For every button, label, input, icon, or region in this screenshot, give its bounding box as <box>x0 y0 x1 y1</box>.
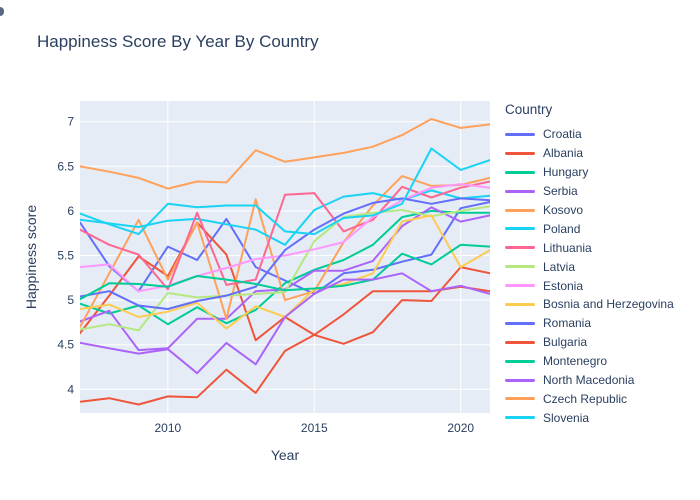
legend-swatch <box>505 321 535 325</box>
legend-label: Czech Republic <box>543 391 628 406</box>
y-tick-label: 6 <box>67 204 74 218</box>
legend-item-romania[interactable]: Romania <box>497 314 693 333</box>
x-tick-label: 2020 <box>447 421 474 435</box>
legend-swatch <box>505 189 535 193</box>
legend-item-poland[interactable]: Poland <box>497 219 693 238</box>
legend-swatch <box>505 246 535 250</box>
series-group <box>80 118 490 406</box>
x-tick-label: 2015 <box>301 421 328 435</box>
legend-label: Albania <box>543 146 584 161</box>
y-tick-label: 5 <box>67 293 74 307</box>
legend-label: Romania <box>543 316 592 331</box>
legend-item-serbia[interactable]: Serbia <box>497 182 693 201</box>
legend-swatch <box>505 359 535 363</box>
legend-title: Country <box>505 102 553 117</box>
legend-item-slovenia[interactable]: Slovenia <box>497 408 693 423</box>
legend-label: Lithuania <box>543 240 592 255</box>
legend-item-hungary[interactable]: Hungary <box>497 163 693 182</box>
series-line-romania[interactable] <box>80 197 490 310</box>
legend-item-lithuania[interactable]: Lithuania <box>497 238 693 257</box>
legend-swatch <box>505 227 535 231</box>
y-tick-label: 6.5 <box>57 159 74 173</box>
legend-swatch <box>505 132 535 136</box>
legend-label: Hungary <box>543 165 589 180</box>
series-line-czech-republic[interactable] <box>80 118 490 190</box>
legend-item-albania[interactable]: Albania <box>497 144 693 163</box>
legend-item-bulgaria[interactable]: Bulgaria <box>497 333 693 352</box>
legend-swatch <box>505 265 535 269</box>
legend-item-kosovo[interactable]: Kosovo <box>497 201 693 220</box>
series-line-latvia[interactable] <box>80 205 490 332</box>
legend-swatch <box>505 208 535 212</box>
legend-label: Estonia <box>543 278 584 293</box>
legend-swatch <box>505 340 535 344</box>
legend-swatch <box>505 302 535 306</box>
legend-item-montenegro[interactable]: Montenegro <box>497 352 693 371</box>
legend-swatch <box>505 416 535 420</box>
chart-title: Happiness Score By Year By Country <box>37 32 319 51</box>
legend-label: Bulgaria <box>543 335 588 350</box>
series-line-kosovo[interactable] <box>80 175 490 328</box>
legend-label: Serbia <box>543 184 578 199</box>
y-axis-title: Happiness score <box>23 204 39 310</box>
y-tick-label: 7 <box>67 115 74 129</box>
series-line-bulgaria[interactable] <box>80 285 490 406</box>
series-line-lithuania[interactable] <box>80 180 490 291</box>
legend-label: North Macedonia <box>543 373 635 388</box>
series-line-montenegro[interactable] <box>80 243 490 301</box>
legend-item-czech-republic[interactable]: Czech Republic <box>497 389 693 408</box>
legend-swatch <box>505 284 535 288</box>
legend-label: Croatia <box>543 127 582 142</box>
series-line-estonia[interactable] <box>80 183 490 293</box>
legend-label: Slovenia <box>543 410 590 423</box>
legend-label: Latvia <box>543 259 576 274</box>
edge-artifact <box>0 7 4 16</box>
y-tick-label: 5.5 <box>57 249 74 263</box>
legend-label: Bosnia and Herzegovina <box>543 297 674 312</box>
legend-swatch <box>505 170 535 174</box>
x-tick-label: 2010 <box>155 421 182 435</box>
legend-item-latvia[interactable]: Latvia <box>497 257 693 276</box>
legend-item-bosnia-and-herzegovina[interactable]: Bosnia and Herzegovina <box>497 295 693 314</box>
series-line-north-macedonia[interactable] <box>80 272 490 375</box>
y-tick-label: 4.5 <box>57 338 74 352</box>
legend-items: Croatia Albania Hungary Serbia Kosovo Poland L… <box>497 125 693 423</box>
legend-item-estonia[interactable]: Estonia <box>497 276 693 295</box>
legend-item-croatia[interactable]: Croatia <box>497 125 693 144</box>
series-line-croatia[interactable] <box>80 201 490 295</box>
x-axis-title: Year <box>270 447 300 463</box>
legend-item-north-macedonia[interactable]: North Macedonia <box>497 371 693 390</box>
series-line-slovenia[interactable] <box>80 147 490 236</box>
legend-label: Montenegro <box>543 354 608 369</box>
legend-swatch <box>505 397 535 401</box>
legend-label: Kosovo <box>543 203 584 217</box>
legend: Country Croatia Albania Hungary Serbia Kosov… <box>497 99 693 423</box>
legend-label: Poland <box>543 221 581 236</box>
legend-swatch <box>505 378 535 382</box>
legend-swatch <box>505 151 535 155</box>
y-tick-label: 4 <box>67 382 74 396</box>
